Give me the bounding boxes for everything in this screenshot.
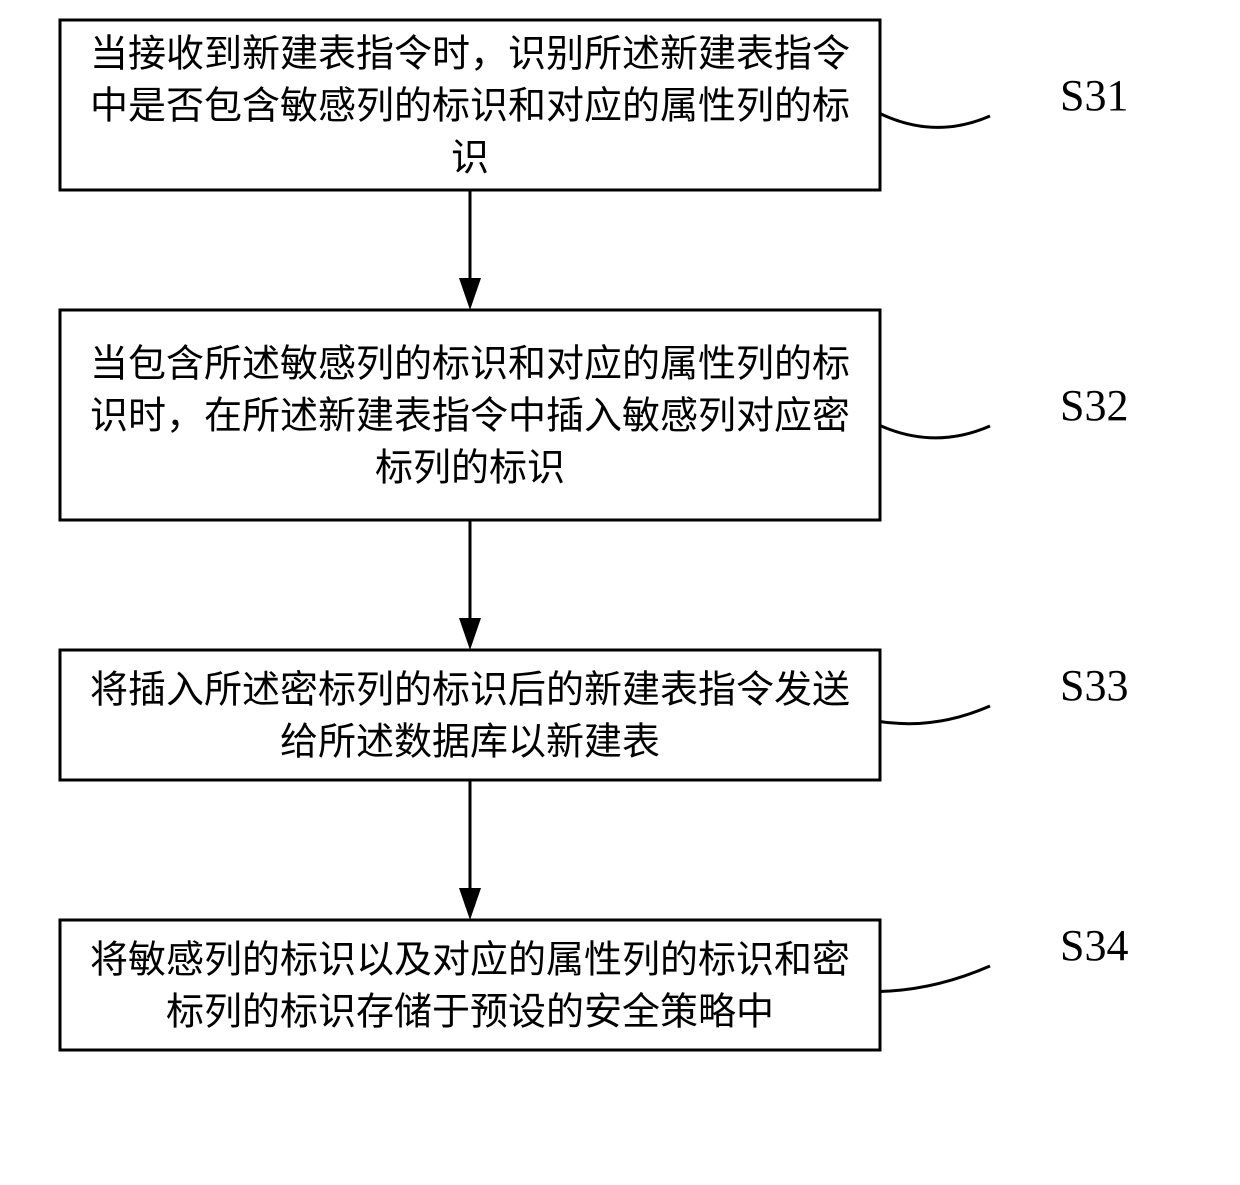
arrowhead-icon <box>459 888 481 920</box>
label-connector <box>880 966 990 992</box>
arrowhead-icon <box>459 278 481 310</box>
arrowhead-icon <box>459 618 481 650</box>
flow-step-s31: 当接收到新建表指令时，识别所述新建表指令中是否包含敏感列的标识和对应的属性列的标… <box>60 20 1128 190</box>
flowchart-canvas: 当接收到新建表指令时，识别所述新建表指令中是否包含敏感列的标识和对应的属性列的标… <box>0 0 1240 1185</box>
flow-step-s34: 将敏感列的标识以及对应的属性列的标识和密标列的标识存储于预设的安全策略中S34 <box>60 920 1128 1050</box>
step-label: S34 <box>1060 921 1128 970</box>
flow-step-s32: 当包含所述敏感列的标识和对应的属性列的标识时，在所述新建表指令中插入敏感列对应密… <box>60 310 1128 520</box>
label-connector <box>880 426 990 438</box>
step-label: S33 <box>1060 661 1128 710</box>
label-connector <box>880 114 990 128</box>
step-label: S31 <box>1060 71 1128 120</box>
step-label: S32 <box>1060 381 1128 430</box>
flow-step-s33: 将插入所述密标列的标识后的新建表指令发送给所述数据库以新建表S33 <box>60 650 1128 780</box>
label-connector <box>880 706 990 724</box>
